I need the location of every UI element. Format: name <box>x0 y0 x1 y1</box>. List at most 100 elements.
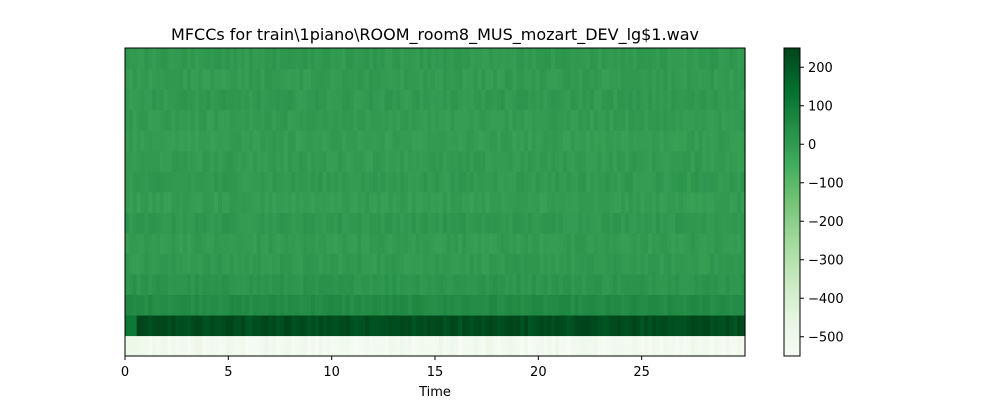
heatmap-cell <box>361 314 366 337</box>
heatmap-cell <box>636 232 641 254</box>
heatmap-cell <box>237 171 242 193</box>
heatmap-cell <box>648 212 653 234</box>
heatmap-cell <box>295 171 300 193</box>
heatmap-cell <box>590 294 595 316</box>
heatmap-cell <box>698 232 703 254</box>
heatmap-cell <box>415 314 421 337</box>
heatmap-cell <box>260 68 266 90</box>
heatmap-cell <box>190 253 196 275</box>
heatmap-cell <box>469 314 475 337</box>
heatmap-cell <box>241 171 246 193</box>
heatmap-cell <box>481 232 486 254</box>
heatmap-cell <box>667 232 672 254</box>
heatmap-cell <box>473 109 479 131</box>
heatmap-cell <box>218 150 223 172</box>
heatmap-cell <box>396 171 401 193</box>
heatmap-cell <box>551 89 556 111</box>
heatmap-cell <box>311 150 316 172</box>
heatmap-cell <box>675 130 680 152</box>
heatmap-cell <box>179 89 184 111</box>
heatmap-cell <box>221 253 227 275</box>
heatmap-cell <box>314 89 320 111</box>
heatmap-cell <box>229 273 235 295</box>
heatmap-cell <box>369 171 374 193</box>
heatmap-cell <box>539 150 545 172</box>
heatmap-cell <box>628 314 634 337</box>
heatmap-cell <box>466 89 471 111</box>
heatmap-cell <box>210 191 215 213</box>
heatmap-cell <box>590 48 595 70</box>
heatmap-cell <box>202 109 207 131</box>
heatmap-cell <box>384 232 390 254</box>
heatmap-cell <box>206 335 211 357</box>
heatmap-cell <box>264 191 269 213</box>
heatmap-cell <box>462 171 467 193</box>
heatmap-cell <box>384 48 390 70</box>
heatmap-cell <box>721 150 727 172</box>
heatmap-cell <box>710 109 715 131</box>
heatmap-cell <box>477 273 483 295</box>
heatmap-cell <box>675 48 680 70</box>
heatmap-cell <box>241 294 246 316</box>
heatmap-cell <box>458 109 463 131</box>
heatmap-cell <box>717 314 723 337</box>
heatmap-cell <box>125 212 130 234</box>
heatmap-cell <box>590 191 595 213</box>
heatmap-cell <box>667 68 672 90</box>
heatmap-cell <box>396 212 401 234</box>
heatmap-cell <box>419 48 424 70</box>
heatmap-cell <box>163 171 169 193</box>
heatmap-cell <box>187 314 192 337</box>
heatmap-cell <box>593 171 599 193</box>
heatmap-cell <box>706 109 711 131</box>
heatmap-cell <box>198 48 204 70</box>
heatmap-cell <box>276 273 281 295</box>
heatmap-cell <box>655 171 661 193</box>
heatmap-cell <box>132 335 138 357</box>
heatmap-cell <box>524 68 529 90</box>
heatmap-cell <box>210 68 215 90</box>
heatmap-cell <box>535 48 541 70</box>
heatmap-cell <box>241 109 246 131</box>
heatmap-cell <box>686 109 692 131</box>
heatmap-cell <box>245 212 250 234</box>
heatmap-cell <box>384 294 390 316</box>
heatmap-cell <box>512 212 517 234</box>
heatmap-cell <box>667 89 672 111</box>
heatmap-cell <box>438 232 444 254</box>
heatmap-cell <box>233 294 238 316</box>
heatmap-cell <box>210 273 215 295</box>
heatmap-cell <box>299 48 304 70</box>
heatmap-cell <box>640 130 645 152</box>
heatmap-cell <box>338 212 343 234</box>
heatmap-cell <box>698 273 703 295</box>
heatmap-cell <box>260 294 266 316</box>
heatmap-cell <box>311 89 316 111</box>
heatmap-cell <box>167 150 173 172</box>
heatmap-cell <box>655 130 661 152</box>
heatmap-cell <box>737 171 742 193</box>
heatmap-cell <box>462 253 467 275</box>
heatmap-cell <box>489 48 494 70</box>
heatmap-cell <box>516 294 521 316</box>
heatmap-cell <box>481 314 486 337</box>
heatmap-cell <box>632 150 638 172</box>
heatmap-cell <box>373 335 378 357</box>
heatmap-cell <box>280 314 285 337</box>
heatmap-cell <box>725 89 731 111</box>
heatmap-cell <box>287 253 293 275</box>
heatmap-cell <box>349 253 355 275</box>
heatmap-cell <box>369 294 374 316</box>
heatmap-cell <box>283 48 289 70</box>
heatmap-cell <box>710 273 715 295</box>
heatmap-cell <box>322 314 328 337</box>
heatmap-cell <box>528 191 533 213</box>
heatmap-cell <box>349 335 355 357</box>
heatmap-cell <box>458 48 463 70</box>
heatmap-cell <box>621 109 626 131</box>
heatmap-cell <box>466 109 471 131</box>
heatmap-cell <box>206 294 211 316</box>
heatmap-cell <box>737 314 742 337</box>
heatmap-cell <box>481 212 486 234</box>
heatmap-cell <box>423 171 428 193</box>
